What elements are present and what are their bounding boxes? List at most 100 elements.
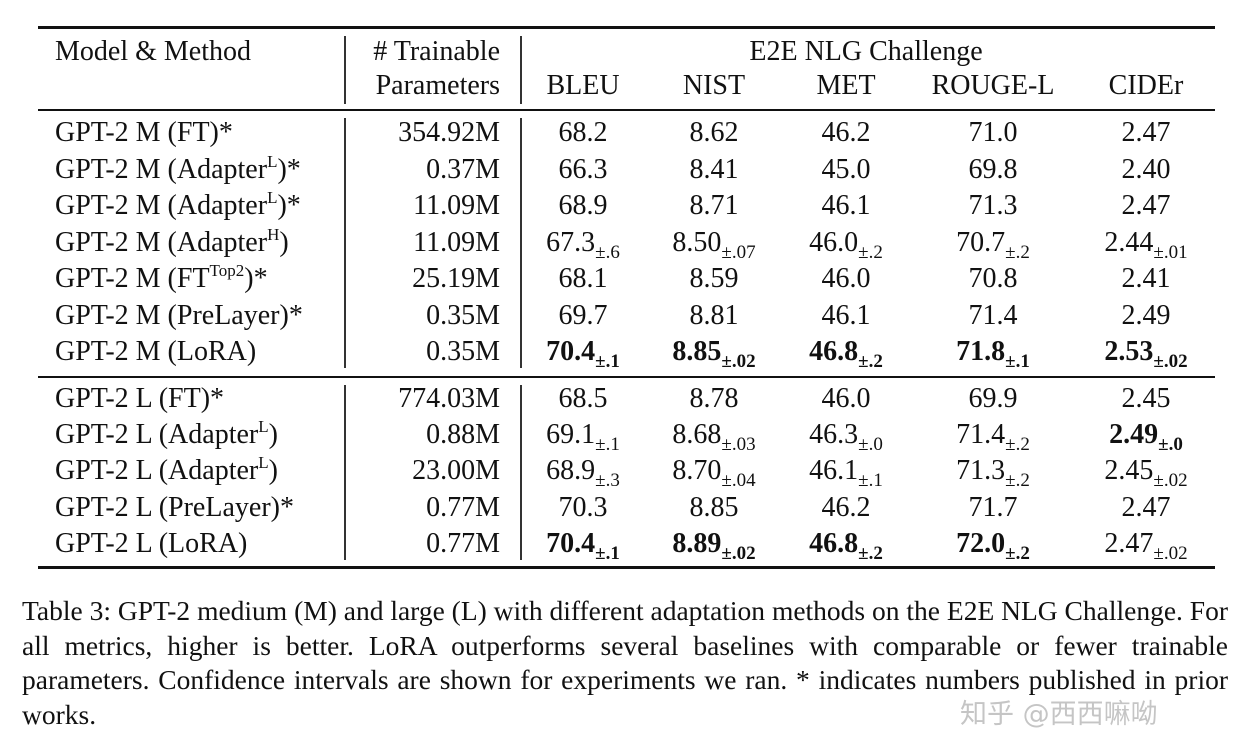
model-name-text: GPT-2 L (PreLayer) <box>55 491 280 523</box>
metric-cell-met: 46.0 <box>822 263 871 295</box>
metric-cell-met: 46.2 <box>822 117 871 149</box>
metric-value: 71.3 <box>968 190 1018 221</box>
confidence-interval: ±.1 <box>595 351 620 372</box>
metric-value: 8.50 <box>672 226 722 258</box>
metric-cell-bleu: 68.9±.3 <box>546 455 620 490</box>
confidence-interval: ±.2 <box>858 241 883 263</box>
header-rule <box>38 109 1215 111</box>
metric-value: 2.49 <box>1121 299 1171 331</box>
confidence-interval: ±.3 <box>595 470 620 492</box>
metric-value: 8.59 <box>689 263 739 294</box>
model-name: GPT-2 L (AdapterL) <box>55 418 278 451</box>
confidence-interval: ±.1 <box>1005 351 1030 372</box>
watermark: 知乎 @西西嘛呦 <box>960 699 1158 730</box>
model-name: GPT-2 L (FT)* <box>55 383 224 415</box>
bottom-rule <box>38 566 1215 569</box>
model-name: GPT-2 M (FT)* <box>55 117 233 149</box>
metric-cell-cider: 2.45 <box>1122 383 1171 415</box>
metric-cell-nist: 8.85±.02 <box>672 336 755 371</box>
confidence-interval: ±.1 <box>595 542 620 564</box>
confidence-interval: ±.6 <box>595 241 620 263</box>
metric-cell-bleu: 68.1 <box>559 263 608 295</box>
trainable-params: 0.77M <box>426 491 500 523</box>
metric-value: 46.2 <box>821 117 871 148</box>
metric-cell-bleu: 68.2 <box>559 117 608 149</box>
metric-value: 8.85 <box>672 336 722 367</box>
trainable-params: 11.09M <box>413 226 500 258</box>
model-name: GPT-2 L (LoRA) <box>55 528 247 560</box>
metric-value: 69.9 <box>968 383 1018 414</box>
metric-cell-bleu: 69.1±.1 <box>546 419 620 454</box>
metric-cell-cider: 2.49±.0 <box>1109 419 1183 454</box>
metric-value: 68.9 <box>546 455 596 487</box>
header-params-line2: Parameters <box>375 70 500 101</box>
metric-cell-nist: 8.81 <box>690 300 739 332</box>
confidence-interval: ±.01 <box>1153 241 1188 263</box>
metric-cell-nist: 8.78 <box>690 383 739 415</box>
metric-cell-cider: 2.40 <box>1122 154 1171 186</box>
metric-cell-met: 46.0±.2 <box>809 227 883 262</box>
metric-value: 71.4 <box>956 419 1006 451</box>
column-divider <box>520 118 522 368</box>
model-name-text: GPT-2 M (FT) <box>55 117 219 148</box>
table-caption: Table 3: GPT-2 medium (M) and large (L) … <box>22 595 1228 730</box>
confidence-interval: ±.2 <box>1005 470 1030 492</box>
model-name-suffix: )* <box>277 190 301 221</box>
model-name: GPT-2 L (AdapterL) <box>55 454 278 487</box>
metric-value: 2.47 <box>1121 190 1171 221</box>
header-metric-bleu: BLEU <box>546 70 620 101</box>
metric-cell-rouge-l: 71.7 <box>969 492 1018 524</box>
trainable-params: 25.19M <box>412 263 500 294</box>
metric-cell-nist: 8.85 <box>690 492 739 524</box>
trainable-params: 0.88M <box>426 419 500 451</box>
metric-cell-bleu: 68.9 <box>559 190 608 222</box>
metric-value: 71.8 <box>956 336 1006 367</box>
metric-value: 46.8 <box>809 336 859 367</box>
header-group: E2E NLG Challenge <box>749 36 983 67</box>
confidence-interval: ±.2 <box>1005 241 1030 263</box>
metric-cell-cider: 2.47 <box>1122 492 1171 524</box>
column-divider <box>520 385 522 560</box>
model-name-superscript: H <box>267 224 280 244</box>
metric-value: 46.1 <box>821 299 871 331</box>
metric-cell-nist: 8.50±.07 <box>672 226 755 262</box>
metric-value: 2.45 <box>1121 383 1171 414</box>
model-name-text: GPT-2 M (LoRA) <box>55 336 257 367</box>
confidence-interval: ±.0 <box>858 434 883 456</box>
metric-value: 8.71 <box>689 190 739 221</box>
metric-cell-cider: 2.44±.01 <box>1104 227 1187 262</box>
model-name-suffix: ) <box>268 455 278 487</box>
model-name: GPT-2 M (AdapterH) <box>55 224 289 259</box>
metric-value: 70.7 <box>956 226 1006 258</box>
confidence-interval: ±.2 <box>1005 542 1030 564</box>
confidence-interval: ±.07 <box>721 241 756 263</box>
model-name-suffix: )* <box>244 263 268 294</box>
metric-cell-cider: 2.41 <box>1122 263 1171 295</box>
metric-value: 71.0 <box>968 117 1018 148</box>
metric-value: 68.9 <box>558 190 608 221</box>
metric-cell-nist: 8.71 <box>690 190 739 222</box>
model-name: GPT-2 L (PreLayer)* <box>55 492 294 524</box>
trainable-params: 0.35M <box>426 336 500 367</box>
confidence-interval: ±.0 <box>1158 434 1183 456</box>
metric-value: 46.1 <box>821 190 871 221</box>
metric-cell-cider: 2.47 <box>1122 190 1171 222</box>
metric-value: 2.45 <box>1104 455 1154 487</box>
metric-cell-bleu: 70.4±.1 <box>546 528 620 563</box>
metric-cell-nist: 8.70±.04 <box>672 455 755 490</box>
header-metric-cider: CIDEr <box>1108 70 1184 101</box>
metric-cell-nist: 8.89±.02 <box>672 528 755 563</box>
model-name-text: GPT-2 L (Adapter <box>55 455 259 487</box>
metric-value: 68.2 <box>558 117 608 148</box>
metric-value: 70.8 <box>968 263 1018 294</box>
metric-cell-rouge-l: 72.0±.2 <box>956 528 1030 563</box>
metric-value: 8.85 <box>689 491 739 523</box>
confidence-interval: ±.2 <box>858 542 883 564</box>
metric-value: 68.1 <box>558 263 608 294</box>
group-rule <box>38 376 1215 378</box>
metric-cell-bleu: 67.3±.6 <box>546 227 620 262</box>
confidence-interval: ±.03 <box>721 434 756 456</box>
header-model: Model & Method <box>55 36 251 67</box>
metric-value: 2.40 <box>1121 153 1171 185</box>
metric-cell-rouge-l: 71.8±.1 <box>956 336 1030 371</box>
